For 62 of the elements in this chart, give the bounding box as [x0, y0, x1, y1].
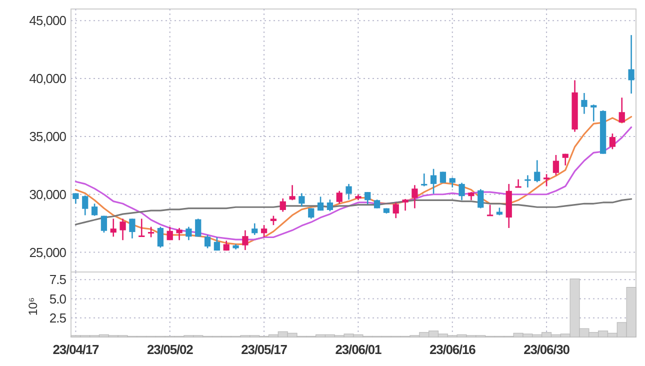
y-tick-label: 35,000	[29, 128, 66, 144]
y-tick-label: 5.0	[49, 291, 66, 306]
candlestick	[120, 218, 126, 241]
x-tick-label: 23/05/02	[146, 342, 194, 357]
candlestick	[590, 104, 597, 122]
candlestick	[609, 132, 616, 150]
x-tick-label: 23/06/01	[335, 342, 382, 357]
candlestick	[515, 178, 522, 188]
candlestick	[280, 198, 286, 212]
x-tick-label: 23/06/16	[429, 342, 476, 357]
candlestick	[449, 176, 456, 188]
candlestick	[252, 222, 258, 236]
candlestick	[364, 191, 371, 205]
candlestick	[176, 227, 182, 241]
candlestick	[458, 182, 465, 201]
y-axis-title: 10⁶	[26, 297, 40, 316]
candlestick	[214, 236, 220, 252]
y-tick-label: 40,000	[29, 71, 66, 86]
candlestick	[298, 192, 305, 208]
candlestick	[478, 188, 484, 209]
candlestick	[82, 194, 88, 216]
candlestick	[524, 174, 531, 188]
candlestick	[534, 160, 540, 183]
candlestick	[72, 192, 79, 204]
candlestick	[317, 196, 324, 212]
y-tick-label: 7.5	[49, 272, 66, 288]
x-tick-label: 23/04/17	[52, 342, 99, 357]
candlestick	[402, 198, 408, 212]
candlestick	[110, 218, 116, 238]
candlestick	[157, 226, 164, 248]
candlestick	[336, 190, 342, 204]
candlestick	[421, 172, 428, 187]
candlestick	[91, 202, 98, 216]
candlestick	[100, 215, 108, 234]
x-tick-label: 23/05/17	[241, 342, 288, 357]
candlestick	[148, 226, 154, 238]
y-tick-label: 45,000	[29, 13, 66, 28]
y-tick-label: 30,000	[29, 186, 66, 202]
candlestick	[195, 218, 202, 238]
candlestick	[581, 92, 588, 114]
candlestick	[186, 226, 192, 241]
candlestick	[138, 218, 145, 238]
candlestick	[166, 226, 173, 241]
candlestick	[543, 173, 550, 187]
candlestick	[242, 230, 248, 251]
candlestick	[204, 234, 211, 249]
y-tick-label: 25,000	[29, 244, 66, 260]
candlestick	[289, 184, 296, 201]
x-tick-label: 23/06/30	[524, 342, 570, 357]
candlestick	[392, 202, 399, 219]
candlestick	[412, 184, 418, 209]
candlestick	[129, 218, 136, 240]
candlestick	[346, 183, 352, 200]
candlestick	[618, 96, 625, 124]
candlestick	[260, 224, 268, 238]
candlestick	[486, 204, 494, 216]
candlestick	[552, 154, 560, 176]
candlestick	[270, 215, 277, 226]
candlestick	[430, 168, 437, 194]
candlestick	[628, 34, 634, 94]
candlestick	[326, 198, 334, 212]
y-tick-label: 2.5	[49, 310, 66, 326]
